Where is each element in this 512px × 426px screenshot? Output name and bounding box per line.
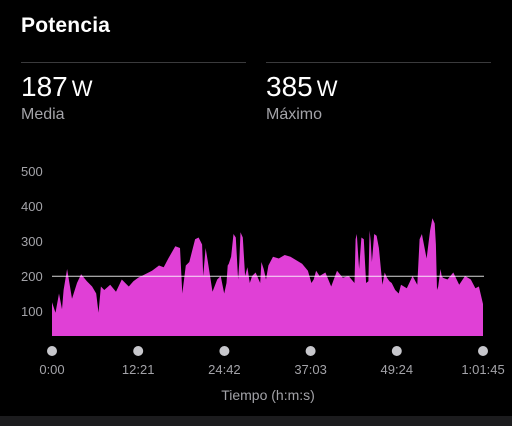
stat-maximum-label: Máximo — [266, 106, 323, 123]
stat-divider-average — [21, 62, 246, 63]
y-tick-label-100: 100 — [21, 304, 43, 319]
y-tick-label-400: 400 — [21, 199, 43, 214]
x-tick-label-4: 49:24 — [381, 362, 414, 377]
stat-divider-maximum — [266, 62, 491, 63]
stat-average-unit: W — [71, 76, 93, 101]
stat-maximum-value-row: 385 W — [266, 70, 337, 106]
y-tick-label-300: 300 — [21, 234, 43, 249]
stat-average: 187 W Media — [21, 70, 92, 124]
x-tick-label-2: 24:42 — [208, 362, 241, 377]
y-tick-label-200: 200 — [21, 269, 43, 284]
y-tick-label-500: 500 — [21, 164, 43, 179]
x-tick-dot-5 — [478, 346, 488, 356]
stat-maximum-value: 385 — [266, 71, 313, 102]
bottom-bar — [0, 416, 512, 426]
stat-average-label: Media — [21, 106, 65, 123]
power-chart: 100 200 300 400 500 0:00 12:21 24:42 37:03 49:24 1… — [21, 164, 505, 403]
power-area-series — [52, 218, 483, 336]
page-title: Potencia — [21, 14, 111, 37]
stat-maximum: 385 W Máximo — [266, 70, 337, 124]
x-tick-dot-3 — [305, 346, 316, 356]
x-tick-label-1: 12:21 — [122, 362, 155, 377]
x-tick-label-5: 1:01:45 — [461, 362, 504, 377]
x-axis-label: Tiempo (h:m:s) — [221, 387, 315, 403]
x-tick-label-0: 0:00 — [39, 362, 64, 377]
x-tick-dot-2 — [219, 346, 230, 356]
x-tick-dot-1 — [133, 346, 144, 356]
x-tick-dot-0 — [47, 346, 57, 356]
stat-average-value-row: 187 W — [21, 70, 92, 106]
x-tick-dot-4 — [391, 346, 402, 356]
stat-maximum-unit: W — [316, 76, 338, 101]
x-tick-label-3: 37:03 — [294, 362, 327, 377]
stat-average-value: 187 — [21, 71, 68, 102]
